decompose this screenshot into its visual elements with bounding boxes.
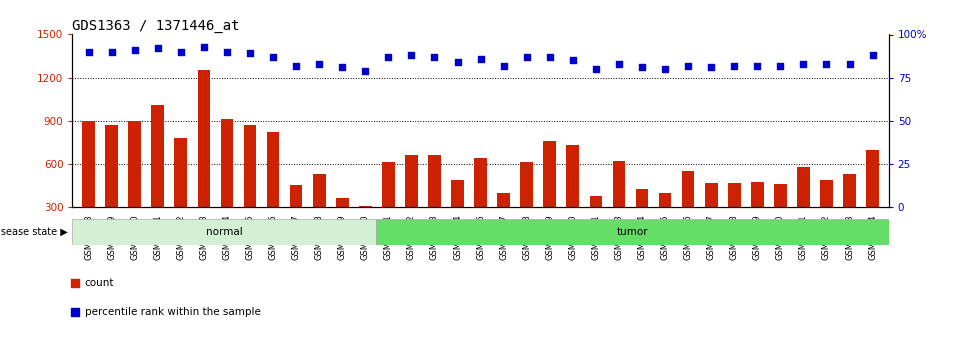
- Bar: [521, 162, 533, 207]
- Bar: [566, 145, 580, 207]
- Point: [81, 49, 97, 55]
- Point: [680, 63, 696, 68]
- Bar: [313, 174, 326, 207]
- Bar: [267, 132, 279, 207]
- Point: [328, 153, 344, 158]
- Point: [819, 61, 835, 67]
- Bar: [843, 174, 856, 207]
- Bar: [544, 141, 556, 207]
- Point: [334, 65, 350, 70]
- Point: [750, 63, 765, 68]
- Point: [289, 63, 304, 68]
- Bar: [175, 138, 187, 207]
- Bar: [405, 155, 417, 207]
- Point: [127, 47, 142, 53]
- Bar: [774, 184, 786, 207]
- Point: [357, 68, 373, 73]
- Bar: [612, 161, 625, 207]
- Bar: [72, 219, 376, 245]
- Text: disease state ▶: disease state ▶: [0, 227, 68, 237]
- Bar: [336, 198, 349, 207]
- Text: normal: normal: [206, 227, 242, 237]
- Point: [865, 52, 880, 58]
- Bar: [82, 121, 95, 207]
- Bar: [867, 149, 879, 207]
- Bar: [589, 196, 602, 207]
- Point: [496, 63, 511, 68]
- Bar: [128, 121, 141, 207]
- Bar: [474, 158, 487, 207]
- Point: [588, 66, 604, 72]
- Point: [773, 63, 788, 68]
- Bar: [243, 125, 256, 207]
- Point: [657, 66, 672, 72]
- Bar: [705, 183, 718, 207]
- Point: [150, 46, 165, 51]
- Point: [266, 54, 281, 60]
- Point: [242, 51, 258, 56]
- Text: count: count: [85, 278, 114, 288]
- Bar: [636, 189, 648, 207]
- Bar: [197, 70, 211, 207]
- Point: [635, 65, 650, 70]
- Bar: [359, 206, 372, 207]
- Point: [450, 59, 466, 65]
- Point: [196, 44, 212, 49]
- Bar: [820, 180, 833, 207]
- Point: [473, 56, 489, 61]
- Text: tumor: tumor: [616, 227, 648, 237]
- Bar: [220, 119, 233, 207]
- Text: GDS1363 / 1371446_at: GDS1363 / 1371446_at: [72, 19, 240, 33]
- Bar: [428, 155, 440, 207]
- Bar: [376, 219, 889, 245]
- Bar: [659, 193, 671, 207]
- Point: [726, 63, 742, 68]
- Bar: [290, 186, 302, 207]
- Bar: [682, 171, 695, 207]
- Point: [565, 58, 581, 63]
- Point: [427, 54, 442, 60]
- Point: [542, 54, 557, 60]
- Point: [404, 52, 419, 58]
- Point: [311, 61, 327, 67]
- Point: [104, 49, 120, 55]
- Point: [381, 54, 396, 60]
- Bar: [382, 162, 395, 207]
- Bar: [451, 180, 464, 207]
- Point: [219, 49, 235, 55]
- Text: percentile rank within the sample: percentile rank within the sample: [85, 307, 261, 317]
- Point: [796, 61, 811, 67]
- Point: [611, 61, 627, 67]
- Bar: [751, 182, 764, 207]
- Point: [173, 49, 188, 55]
- Bar: [797, 167, 810, 207]
- Bar: [497, 193, 510, 207]
- Point: [703, 65, 719, 70]
- Point: [519, 54, 534, 60]
- Bar: [105, 125, 118, 207]
- Bar: [728, 183, 741, 207]
- Bar: [152, 105, 164, 207]
- Point: [841, 61, 857, 67]
